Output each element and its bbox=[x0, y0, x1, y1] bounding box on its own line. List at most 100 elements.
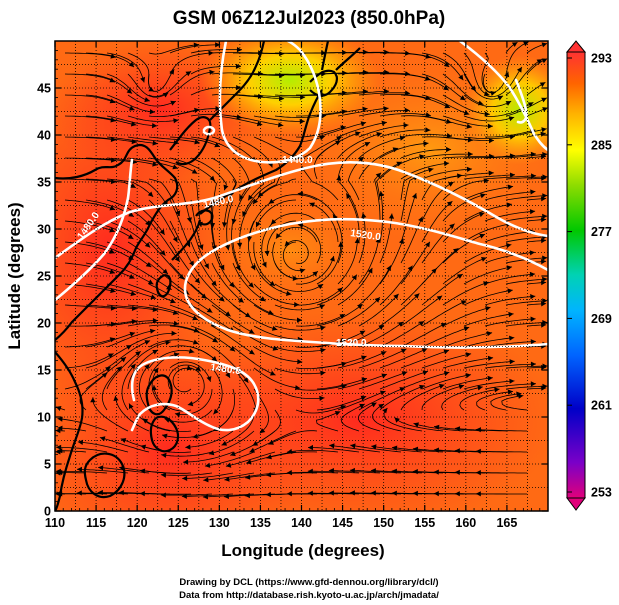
streamline bbox=[232, 136, 273, 168]
streamline-arrowhead bbox=[542, 193, 548, 199]
streamline-arrowhead bbox=[405, 50, 411, 56]
streamline bbox=[190, 49, 242, 54]
streamline bbox=[274, 367, 326, 375]
streamline-arrowhead bbox=[201, 293, 207, 299]
streamline bbox=[211, 136, 256, 163]
streamline-arrowhead bbox=[527, 102, 534, 107]
streamline-arrowhead bbox=[160, 250, 166, 256]
streamline bbox=[463, 289, 513, 306]
streamline bbox=[357, 402, 381, 432]
streamline-arrowhead bbox=[307, 490, 313, 496]
streamline-arrowhead bbox=[454, 469, 460, 475]
streamline bbox=[64, 199, 116, 211]
streamline-arrowhead bbox=[219, 264, 225, 271]
streamline-arrowhead bbox=[374, 297, 380, 303]
streamline-arrowhead bbox=[130, 121, 137, 127]
streamline bbox=[297, 193, 339, 222]
streamline-arrowhead bbox=[477, 385, 483, 391]
streamline bbox=[463, 52, 490, 96]
streamline-arrowhead bbox=[465, 352, 472, 358]
streamline bbox=[64, 353, 114, 369]
streamline bbox=[106, 199, 151, 227]
colorbar-label: 277 bbox=[591, 225, 612, 239]
streamline-arrowhead bbox=[375, 172, 382, 179]
streamline bbox=[127, 283, 176, 304]
credit-data: Data from http://database.rish.kyoto-u.a… bbox=[179, 590, 439, 601]
streamline-arrowhead bbox=[266, 454, 272, 460]
streamline bbox=[127, 262, 172, 291]
streamline-arrowhead bbox=[225, 311, 231, 317]
streamline-arrowhead bbox=[113, 395, 119, 401]
streamline bbox=[77, 441, 129, 453]
streamline-arrowhead bbox=[243, 377, 249, 383]
streamline-arrowhead bbox=[484, 111, 490, 117]
streamline-arrowhead bbox=[530, 339, 536, 345]
streamline-arrowhead bbox=[297, 191, 303, 197]
streamline-arrowhead bbox=[448, 182, 454, 187]
streamline bbox=[127, 220, 166, 256]
streamline-arrowhead bbox=[541, 259, 547, 265]
streamline-arrowhead bbox=[236, 114, 242, 120]
streamline bbox=[459, 388, 500, 411]
streamline-arrowhead bbox=[221, 440, 228, 446]
streamline-arrowhead bbox=[245, 474, 251, 480]
y-axis-ticks: 0 5 10 15 20 25 30 35 40 45 bbox=[37, 50, 548, 519]
x-tick-label: 155 bbox=[414, 516, 435, 530]
streamline bbox=[169, 157, 216, 182]
streamline-arrowhead bbox=[542, 213, 548, 219]
streamline-arrowhead bbox=[97, 489, 103, 496]
streamline-arrowhead bbox=[436, 295, 443, 301]
streamline bbox=[190, 199, 203, 250]
streamline bbox=[274, 115, 327, 118]
coastline-kyushu bbox=[195, 209, 214, 226]
streamline-arrowhead bbox=[446, 133, 452, 139]
streamline bbox=[148, 350, 195, 369]
streamline bbox=[484, 66, 523, 98]
streamline bbox=[268, 194, 318, 205]
streamline bbox=[56, 446, 108, 453]
streamline-arrowhead bbox=[541, 385, 547, 391]
streamline-arrowhead bbox=[246, 236, 252, 242]
streamline bbox=[379, 370, 429, 390]
streamline-arrowhead bbox=[110, 305, 117, 311]
map-plot-area: 1440.0 1480.0 1480.0 1520.0 1520.0 1480.… bbox=[55, 41, 548, 511]
streamline-arrowhead bbox=[506, 265, 512, 271]
streamline-arrowhead bbox=[317, 284, 324, 290]
streamline bbox=[274, 325, 326, 331]
streamline bbox=[400, 241, 431, 285]
y-tick-label: 35 bbox=[37, 176, 51, 190]
streamline bbox=[160, 472, 213, 476]
streamline bbox=[442, 52, 477, 92]
streamline-arrowhead bbox=[509, 172, 515, 178]
contour-1520-main bbox=[183, 217, 548, 349]
streamline-arrowhead bbox=[539, 82, 546, 88]
streamline-arrowhead bbox=[541, 280, 547, 286]
streamline bbox=[211, 157, 237, 198]
streamline-arrowhead bbox=[109, 98, 116, 104]
streamline-arrowhead bbox=[536, 59, 543, 64]
streamline bbox=[442, 94, 490, 115]
streamline-arrowhead bbox=[312, 271, 318, 277]
streamline-arrowhead bbox=[244, 492, 250, 499]
coastline-taiwan bbox=[155, 274, 172, 298]
streamline-arrowhead bbox=[505, 101, 512, 106]
streamline-arrowhead bbox=[286, 470, 292, 476]
streamline-arrowhead bbox=[57, 425, 63, 431]
streamline-arrowhead bbox=[144, 340, 151, 345]
streamline bbox=[379, 385, 425, 411]
streamline-arrowhead bbox=[425, 127, 431, 133]
streamline-arrowhead bbox=[358, 156, 364, 163]
streamline bbox=[106, 262, 154, 285]
streamline-arrowhead bbox=[530, 316, 536, 322]
streamline bbox=[505, 215, 548, 222]
streamline-arrowhead bbox=[159, 229, 165, 235]
streamline-arrowhead bbox=[540, 154, 547, 160]
x-tick-label: 160 bbox=[455, 516, 476, 530]
streamline-arrowhead bbox=[279, 51, 285, 57]
streamline-arrowhead bbox=[516, 67, 522, 73]
streamline-arrowhead bbox=[229, 281, 235, 288]
streamline-arrowhead bbox=[110, 179, 117, 185]
streamline bbox=[106, 220, 151, 248]
streamline-arrowhead bbox=[509, 335, 515, 341]
streamline-arrowhead bbox=[340, 404, 346, 410]
